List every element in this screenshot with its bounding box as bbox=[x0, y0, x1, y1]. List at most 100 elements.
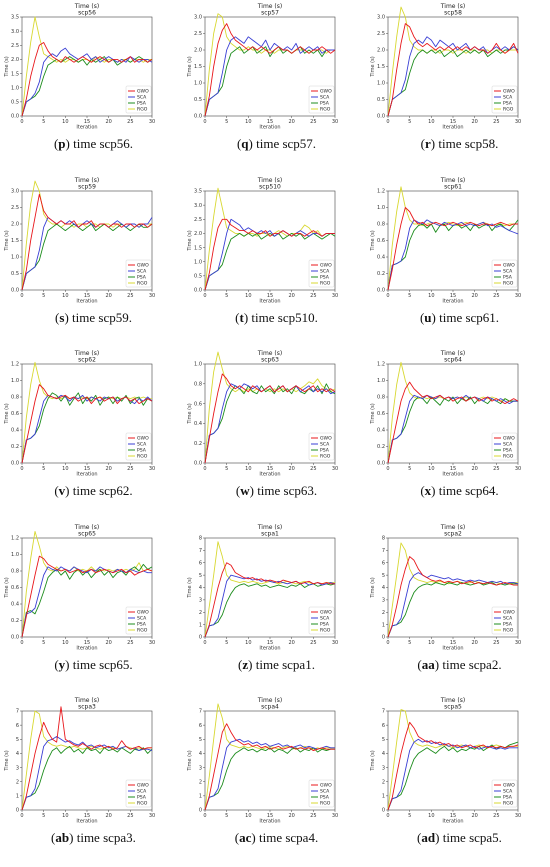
y-tick-label: 7 bbox=[199, 548, 202, 554]
y-axis-label: Time (s) bbox=[370, 750, 376, 771]
legend-label-rgo: RGO bbox=[503, 628, 514, 634]
y-axis-label: Time (s) bbox=[187, 56, 193, 77]
y-tick-label: 0.0 bbox=[194, 114, 202, 120]
y-tick-label: 1 bbox=[16, 794, 19, 800]
x-tick-label: 20 bbox=[105, 293, 111, 299]
x-tick-label: 10 bbox=[62, 813, 68, 819]
x-tick-label: 15 bbox=[267, 640, 273, 646]
y-tick-label: 7 bbox=[199, 709, 202, 715]
x-tick-label: 25 bbox=[493, 640, 499, 646]
figure-caption: (r) time scp58. bbox=[420, 136, 499, 151]
x-tick-label: 0 bbox=[386, 119, 389, 125]
x-tick-label: 30 bbox=[332, 640, 338, 646]
chart-panel-scp59: Time (s) scp59 0.0 0.5 1.0 1.5 2.0 2.5 3.0 0 5 10 15… bbox=[2, 174, 185, 347]
x-tick-label: 10 bbox=[62, 466, 68, 472]
x-tick-label: 20 bbox=[288, 119, 294, 125]
x-tick-label: 30 bbox=[332, 119, 338, 125]
x-axis-label: Iteration bbox=[442, 125, 463, 131]
y-tick-label: 0.4 bbox=[11, 428, 19, 434]
x-tick-label: 0 bbox=[386, 466, 389, 472]
chart-subtitle: scp64 bbox=[444, 357, 462, 364]
series-line-gwo bbox=[21, 706, 152, 811]
y-tick-label: 0 bbox=[382, 635, 385, 641]
chart-title: Time (s) bbox=[440, 524, 465, 531]
y-tick-label: 6 bbox=[199, 723, 202, 729]
figure-caption: (w) time scp63. bbox=[235, 483, 318, 498]
x-tick-label: 15 bbox=[267, 119, 273, 125]
series-line-gwo bbox=[387, 381, 519, 464]
y-tick-label: 1.2 bbox=[377, 362, 385, 368]
legend-label-psa: PSA bbox=[320, 101, 330, 107]
y-tick-label: 2.5 bbox=[11, 43, 19, 49]
y-tick-label: 1.5 bbox=[377, 64, 385, 70]
series-line-rgo bbox=[204, 351, 336, 464]
chart-panel-scpa3: Time (s) scpa3 0 1 2 3 4 5 6 7 0 5 10 15 20 25 30 Iterati… bbox=[2, 694, 185, 867]
x-tick-label: 20 bbox=[471, 813, 477, 819]
x-axis-label: Iteration bbox=[76, 299, 97, 305]
series-line-gwo bbox=[387, 556, 518, 638]
x-tick-label: 0 bbox=[203, 466, 206, 472]
y-tick-label: 0.2 bbox=[11, 618, 19, 624]
x-tick-label: 20 bbox=[471, 640, 477, 646]
series-line-sca bbox=[387, 394, 518, 464]
figure-caption: (y) time scp65. bbox=[54, 657, 133, 672]
x-tick-label: 10 bbox=[245, 813, 251, 819]
x-tick-label: 30 bbox=[332, 813, 338, 819]
series-line-gwo bbox=[21, 384, 153, 464]
legend-label-rgo: RGO bbox=[320, 628, 331, 634]
y-tick-label: 5 bbox=[382, 573, 385, 579]
y-tick-label: 2.0 bbox=[377, 48, 385, 54]
y-axis-label: Time (s) bbox=[370, 230, 376, 251]
x-tick-label: 5 bbox=[225, 813, 228, 819]
caption-text: time scpa1. bbox=[252, 657, 315, 672]
x-tick-label: 30 bbox=[332, 466, 338, 472]
x-axis-label: Iteration bbox=[442, 819, 463, 825]
legend-label-rgo: RGO bbox=[137, 281, 148, 287]
y-tick-label: 2.5 bbox=[194, 31, 202, 37]
series-line-sca bbox=[387, 36, 519, 117]
x-tick-label: 30 bbox=[515, 813, 521, 819]
x-axis-label: Iteration bbox=[76, 646, 97, 652]
y-tick-label: 1.2 bbox=[11, 536, 19, 542]
legend-label-gwo: GWO bbox=[137, 783, 149, 789]
chart-panel-scp63: Time (s) scp63 0.0 0.2 0.4 0.6 0.8 1.0 0 5 10 15 20 2… bbox=[185, 347, 368, 520]
legend-label-sca: SCA bbox=[137, 616, 147, 622]
x-tick-label: 5 bbox=[42, 813, 45, 819]
legend-label-psa: PSA bbox=[503, 795, 513, 801]
y-tick-label: 0.6 bbox=[11, 585, 19, 591]
y-axis-label: Time (s) bbox=[187, 577, 193, 598]
x-tick-label: 20 bbox=[288, 466, 294, 472]
x-tick-label: 5 bbox=[42, 466, 45, 472]
caption-text: time scpa5. bbox=[439, 830, 502, 845]
legend-label-rgo: RGO bbox=[503, 107, 514, 113]
legend-label-gwo: GWO bbox=[320, 436, 332, 442]
y-tick-label: 1 bbox=[382, 622, 385, 628]
legend-label-sca: SCA bbox=[320, 442, 330, 448]
x-tick-label: 30 bbox=[515, 119, 521, 125]
y-tick-label: 1.2 bbox=[377, 189, 385, 195]
x-tick-label: 25 bbox=[127, 466, 133, 472]
y-tick-label: 3.5 bbox=[194, 189, 202, 195]
y-tick-label: 3.0 bbox=[11, 29, 19, 35]
caption-letter: q bbox=[241, 136, 249, 151]
y-tick-label: 3 bbox=[16, 765, 19, 771]
x-tick-label: 15 bbox=[450, 640, 456, 646]
y-tick-label: 0.8 bbox=[377, 222, 385, 228]
y-axis-label: Time (s) bbox=[187, 230, 193, 251]
series-line-psa bbox=[21, 223, 153, 291]
y-tick-label: 0.6 bbox=[194, 401, 202, 407]
legend-label-gwo: GWO bbox=[320, 610, 332, 616]
y-tick-label: 0 bbox=[16, 808, 19, 814]
x-axis-label: Iteration bbox=[259, 125, 280, 131]
y-tick-label: 1.5 bbox=[11, 238, 19, 244]
x-tick-label: 0 bbox=[20, 466, 23, 472]
x-axis-label: Iteration bbox=[442, 299, 463, 305]
chart-subtitle: scp57 bbox=[261, 10, 279, 17]
legend-label-gwo: GWO bbox=[320, 783, 332, 789]
x-tick-label: 5 bbox=[42, 640, 45, 646]
series-line-sca bbox=[387, 738, 518, 811]
